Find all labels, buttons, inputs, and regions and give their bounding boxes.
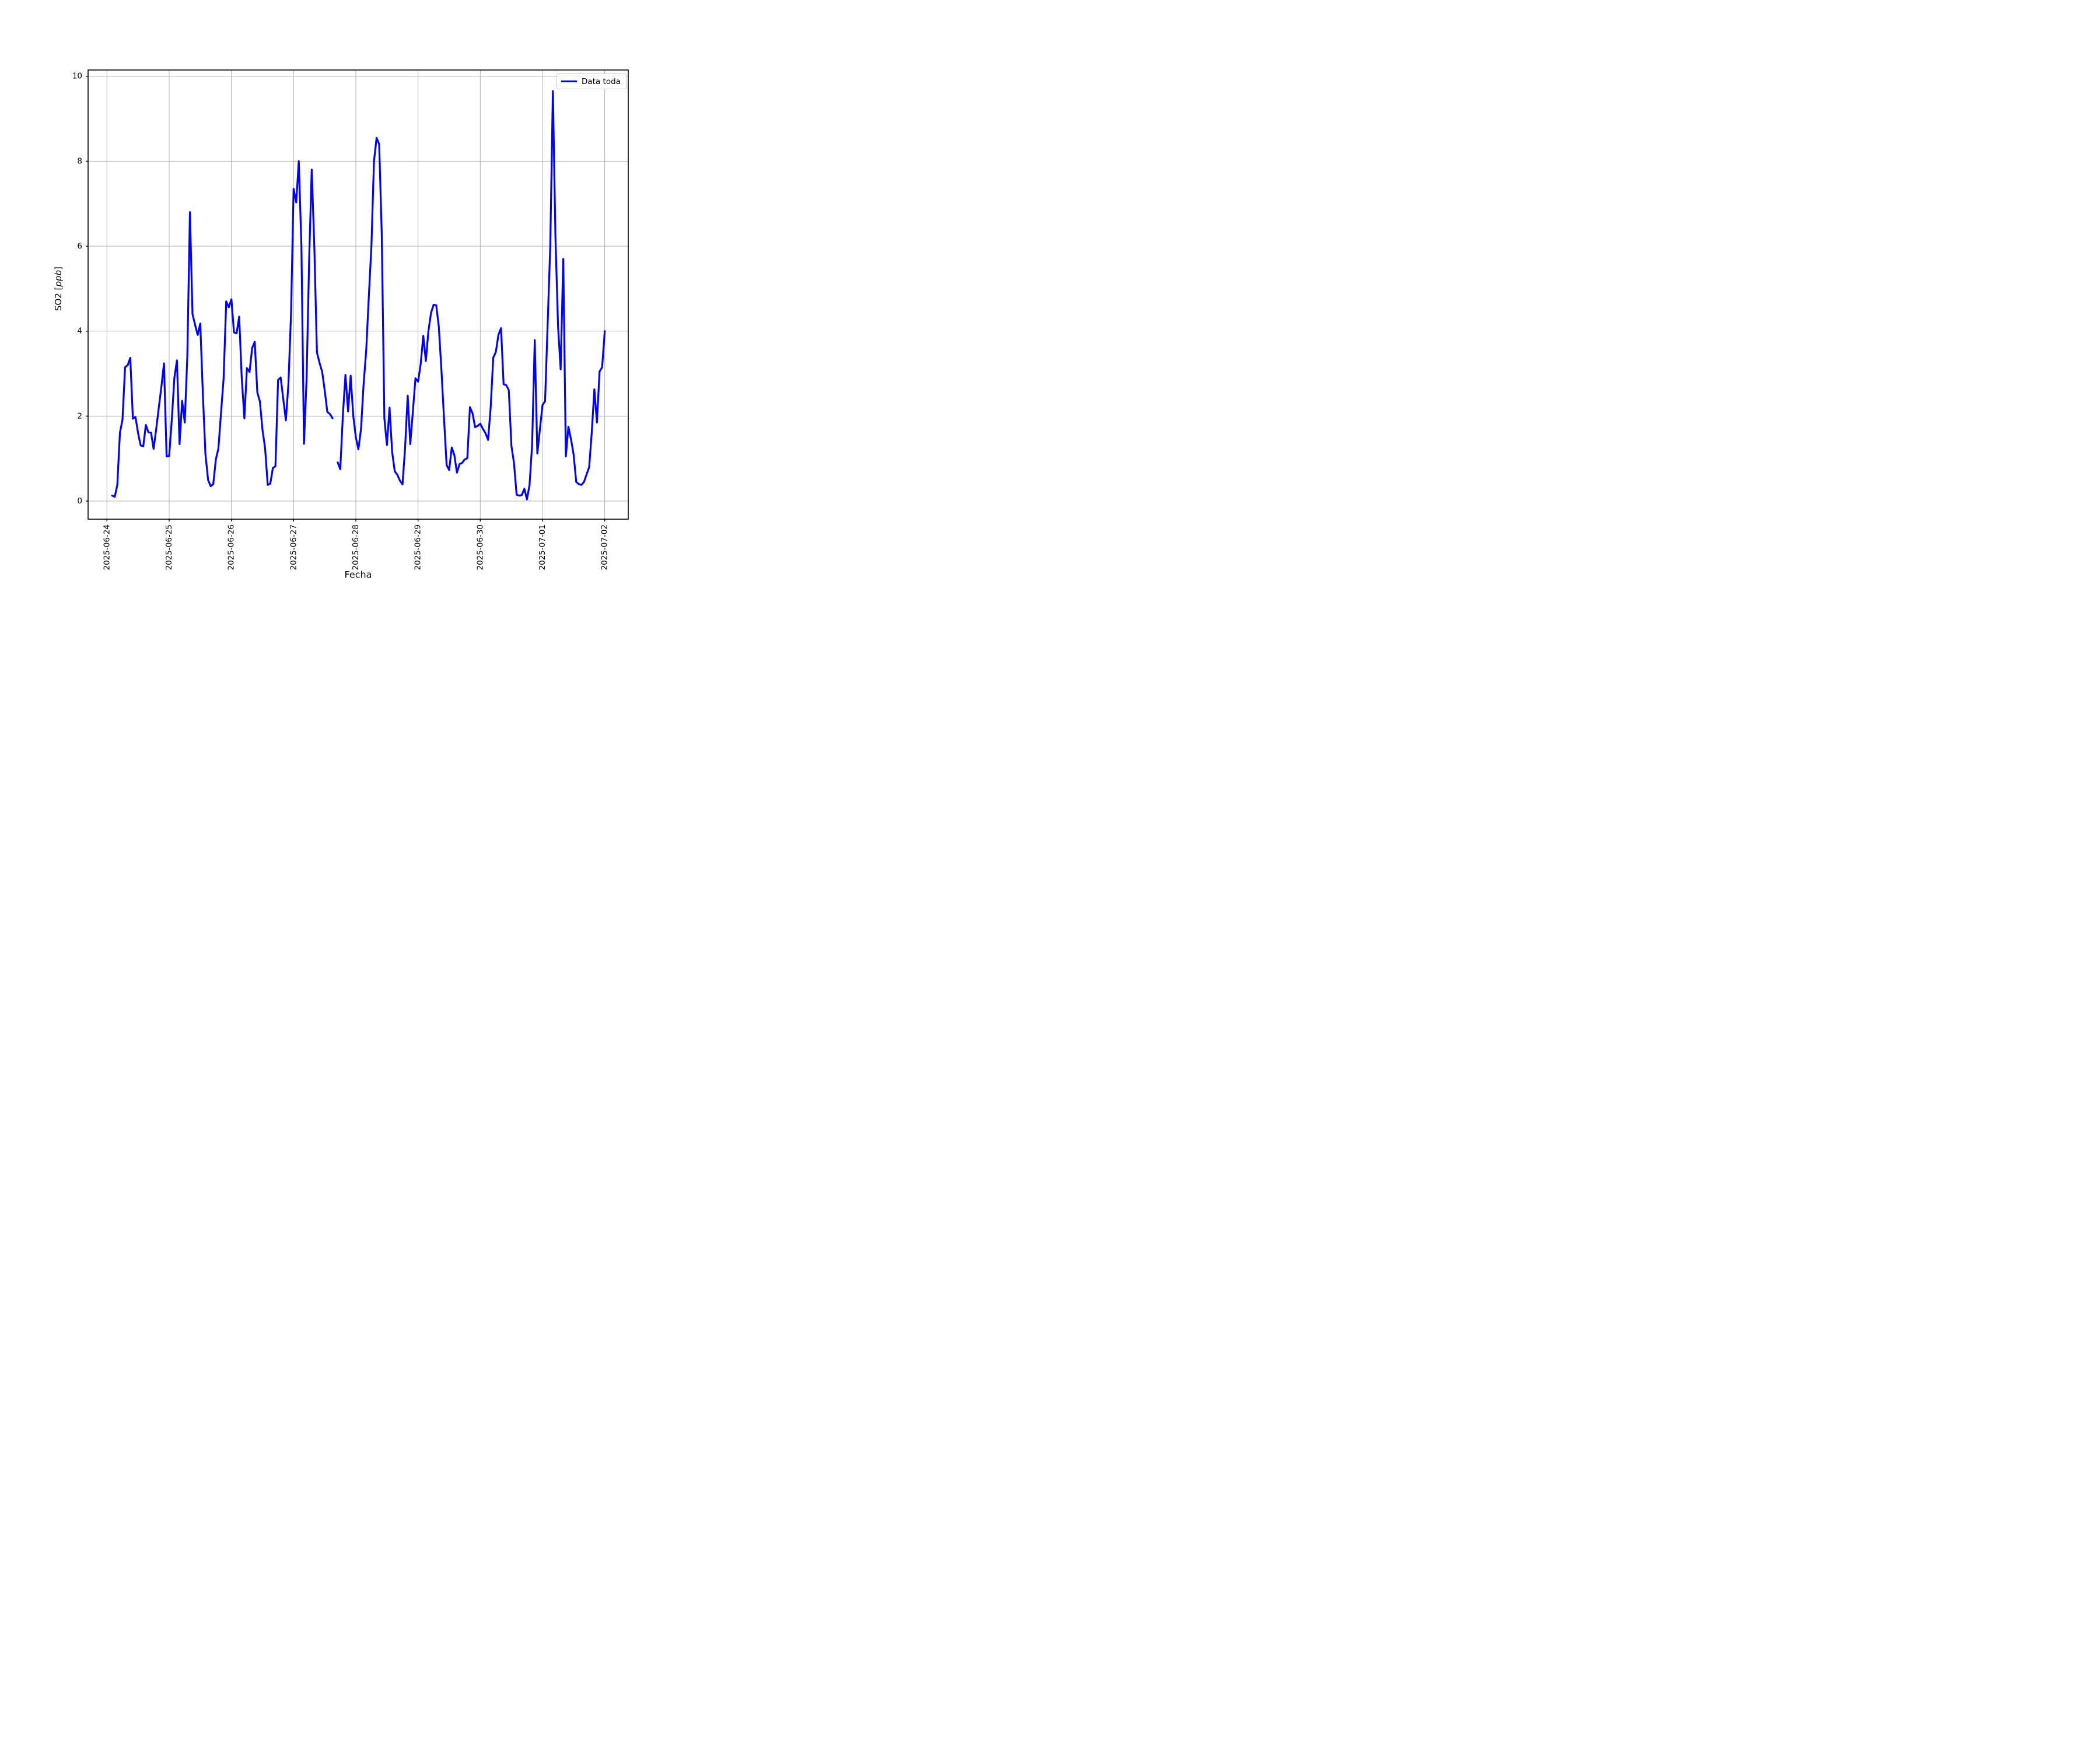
legend-label: Data toda: [582, 76, 621, 86]
y-tick-label: 10: [72, 72, 82, 81]
x-tick-label: 2025-06-24: [102, 524, 111, 570]
x-axis-label: Fecha: [344, 569, 372, 580]
x-tick-label: 2025-06-28: [351, 524, 360, 570]
y-tick-label: 6: [77, 242, 82, 251]
y-tick-label: 0: [77, 496, 82, 506]
axes-box: [88, 69, 629, 520]
y-tick-label: 4: [77, 327, 82, 336]
x-tick-label: 2025-06-27: [289, 524, 298, 570]
x-tick-label: 2025-06-25: [164, 524, 174, 570]
x-tick-label: 2025-06-29: [414, 524, 423, 570]
x-tick-label: 2025-07-02: [600, 524, 610, 570]
tick-labels: 2025-06-24 2025-06-25 2025-06-26 2025-06-27…: [72, 72, 610, 570]
y-tick-label: 8: [77, 156, 82, 166]
tick-marks: [86, 75, 606, 522]
legend-line-sample: [561, 80, 577, 82]
x-tick-label: 2025-06-30: [475, 524, 485, 570]
y-axis-label: SO2 [ppb]: [53, 267, 64, 311]
data-series-line: [111, 90, 606, 501]
legend: Data toda: [556, 74, 627, 89]
y-tick-label: 2: [77, 411, 82, 421]
line-chart: 2025-06-24 2025-06-25 2025-06-26 2025-06-27…: [72, 69, 629, 570]
figure: 2025-06-24 2025-06-25 2025-06-26 2025-06-27…: [0, 0, 700, 583]
x-tick-label: 2025-07-01: [538, 524, 547, 570]
x-tick-label: 2025-06-26: [227, 524, 236, 570]
